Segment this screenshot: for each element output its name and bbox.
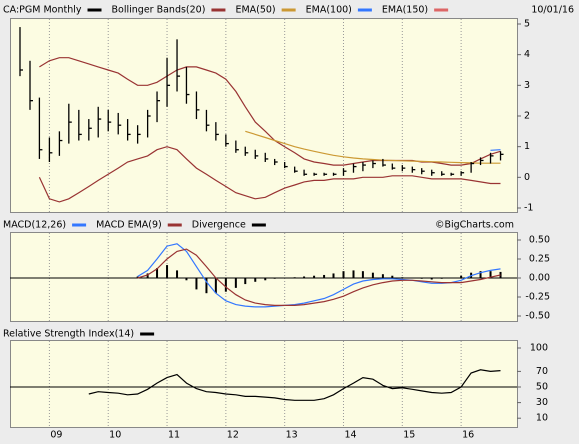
y-tick-label: 0.25 (529, 254, 550, 265)
legend-label: EMA(150) (382, 5, 428, 16)
legend-label: EMA(100) (306, 5, 352, 16)
y-tick-label: -1 (524, 203, 533, 214)
x-tick-label: 16 (462, 430, 474, 441)
legend-label: EMA(50) (235, 5, 275, 16)
legend-label: Divergence (192, 220, 246, 231)
indicator-line (38, 146, 501, 203)
legend-label: CA:PGM Monthly (3, 5, 82, 16)
y-tick-label: 2 (524, 111, 530, 122)
x-tick-label: 09 (50, 430, 62, 441)
y-tick-label: 100 (530, 343, 548, 354)
y-tick-label: 0 (524, 172, 530, 183)
y-tick-label: -0.50 (525, 311, 550, 322)
y-tick-label: 1 (524, 141, 530, 152)
y-tick-label: -0.25 (525, 292, 550, 303)
y-tick-label: 0.50 (529, 235, 550, 246)
legend-label: Bollinger Bands(20) (112, 5, 206, 16)
y-tick-label: 50 (536, 382, 548, 393)
date: 10/01/16 (531, 5, 574, 16)
credit: ©BigCharts.com (435, 220, 514, 231)
legend-label: MACD EMA(9) (96, 220, 162, 231)
x-tick-label: 15 (403, 430, 415, 441)
y-tick-label: 70 (536, 366, 548, 377)
y-tick-label: 3 (524, 80, 530, 91)
indicator-line (245, 130, 501, 164)
price-panel (10, 18, 518, 213)
y-tick-label: 5 (524, 19, 530, 30)
y-tick-label: 30 (536, 397, 548, 408)
rsi-line (88, 369, 501, 401)
macd-line (137, 248, 501, 306)
x-tick-label: 11 (168, 430, 180, 441)
y-tick-label: 0.00 (529, 273, 550, 284)
macd-line (137, 243, 501, 308)
macd-panel (10, 232, 518, 322)
x-tick-label: 10 (109, 430, 121, 441)
rsi-panel (10, 340, 518, 428)
x-tick-label: 13 (286, 430, 298, 441)
y-tick-label: 10 (536, 413, 548, 424)
x-tick-label: 14 (344, 430, 356, 441)
x-tick-label: 12 (227, 430, 239, 441)
legend-label: Relative Strength Index(14) (3, 329, 134, 340)
legend-label: MACD(12,26) (3, 220, 66, 231)
indicator-line (490, 149, 501, 151)
y-tick-label: 4 (524, 49, 530, 60)
